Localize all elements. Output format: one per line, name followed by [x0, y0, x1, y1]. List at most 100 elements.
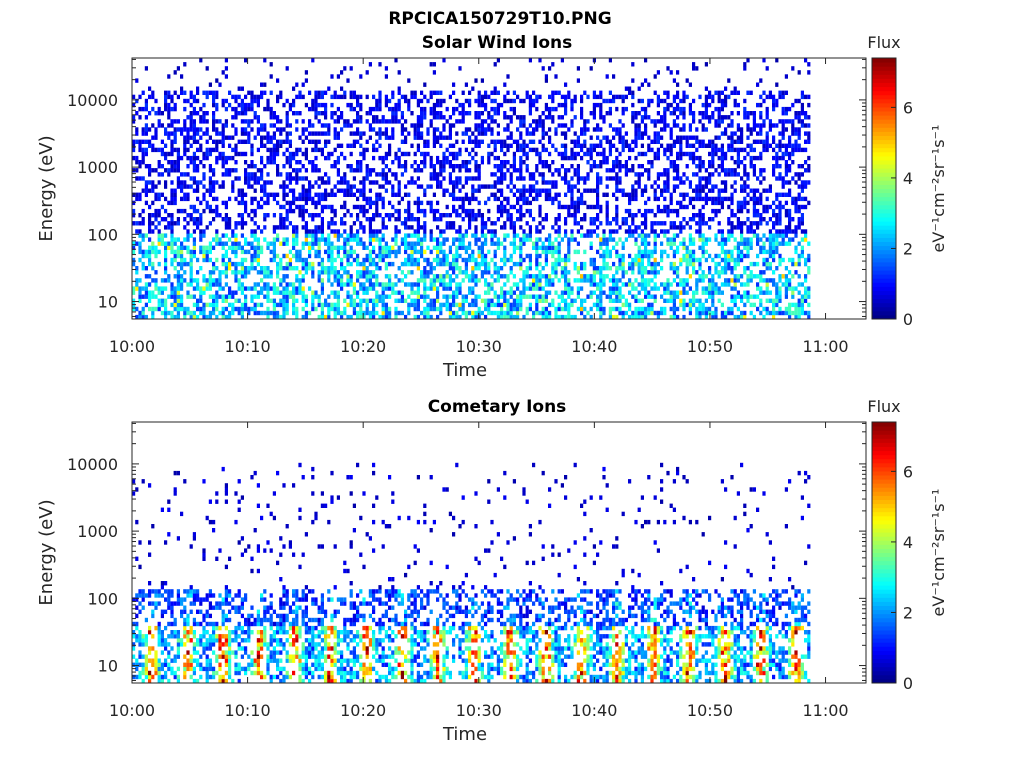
- heatmap-cell: [183, 261, 187, 267]
- heatmap-cell: [448, 180, 452, 185]
- heatmap-cell: [634, 111, 638, 116]
- heatmap-cell: [375, 274, 379, 279]
- heatmap-cell: [183, 139, 187, 144]
- heatmap-cell: [544, 310, 548, 316]
- heatmap-cell: [164, 314, 168, 320]
- heatmap-cell: [199, 147, 203, 153]
- heatmap-cell: [404, 164, 408, 169]
- heatmap-cell: [532, 172, 536, 177]
- heatmap-cell: [688, 253, 692, 259]
- heatmap-cell: [327, 221, 331, 226]
- heatmap-cell: [589, 278, 593, 283]
- heatmap-cell: [420, 98, 424, 104]
- heatmap-cell: [317, 111, 321, 116]
- heatmap-cell: [183, 225, 187, 230]
- heatmap-cell: [544, 290, 548, 295]
- heatmap-cell: [634, 253, 638, 259]
- heatmap-cell: [436, 180, 440, 185]
- heatmap-cell: [640, 213, 644, 218]
- heatmap-cell: [525, 310, 529, 316]
- heatmap-cell: [388, 278, 392, 283]
- heatmap-cell: [240, 192, 244, 197]
- heatmap-cell: [464, 274, 468, 279]
- heatmap-cell: [637, 233, 641, 238]
- heatmap-cell: [480, 131, 484, 136]
- heatmap-cell: [688, 302, 692, 308]
- heatmap-cell: [148, 94, 152, 100]
- heatmap-cell: [436, 286, 440, 291]
- heatmap-cell: [343, 241, 347, 246]
- heatmap-cell: [692, 290, 696, 295]
- heatmap-cell: [346, 294, 350, 299]
- heatmap-cell: [324, 139, 328, 144]
- heatmap-cell: [663, 151, 667, 157]
- heatmap-cell: [388, 98, 392, 104]
- heatmap-cell: [234, 237, 238, 242]
- heatmap-cell: [221, 102, 225, 108]
- heatmap-cell: [442, 282, 446, 287]
- heatmap-cell: [276, 314, 280, 320]
- heatmap-cell: [410, 302, 414, 308]
- heatmap-cell: [224, 168, 228, 173]
- heatmap-cell: [554, 131, 558, 136]
- heatmap-cell: [519, 217, 523, 222]
- heatmap-cell: [199, 143, 203, 148]
- heatmap-cell: [436, 127, 440, 132]
- heatmap-cell: [548, 314, 552, 320]
- heatmap-cell: [519, 249, 523, 255]
- heatmap-cell: [164, 184, 168, 189]
- heatmap-cell: [637, 225, 641, 230]
- heatmap-cell: [650, 225, 654, 230]
- heatmap-cell: [647, 147, 651, 153]
- heatmap-cell: [496, 278, 500, 283]
- heatmap-cell: [621, 188, 625, 193]
- heatmap-cell: [141, 306, 145, 312]
- heatmap-cell: [256, 168, 260, 173]
- heatmap-cell: [474, 274, 478, 279]
- heatmap-cell: [384, 266, 388, 271]
- heatmap-cell: [356, 253, 360, 259]
- heatmap-cell: [372, 180, 376, 185]
- heatmap-cell: [282, 127, 286, 132]
- heatmap-cell: [519, 253, 523, 259]
- heatmap-cell: [567, 213, 571, 218]
- heatmap-cell: [637, 257, 641, 263]
- heatmap-cell: [192, 94, 196, 100]
- heatmap-cell: [599, 143, 603, 148]
- heatmap-cell: [317, 261, 321, 267]
- heatmap-cell: [471, 290, 475, 295]
- heatmap-cell: [368, 168, 372, 173]
- heatmap-cell: [244, 102, 248, 108]
- heatmap-cell: [682, 306, 686, 312]
- heatmap-cell: [160, 217, 164, 222]
- heatmap-cell: [144, 147, 148, 153]
- heatmap-cell: [388, 135, 392, 140]
- heatmap-cell: [359, 119, 363, 124]
- heatmap-cell: [557, 102, 561, 108]
- heatmap-cell: [679, 204, 683, 210]
- heatmap-cell: [221, 286, 225, 291]
- heatmap-cell: [436, 160, 440, 165]
- heatmap-cell: [618, 253, 622, 259]
- heatmap-cell: [180, 298, 184, 303]
- heatmap-cell: [237, 310, 241, 316]
- heatmap-cell: [455, 208, 459, 214]
- heatmap-cell: [452, 310, 456, 316]
- heatmap-cell: [327, 257, 331, 263]
- heatmap-cell: [615, 155, 619, 161]
- heatmap-cell: [192, 245, 196, 250]
- heatmap-cell: [183, 180, 187, 185]
- heatmap-cell: [304, 208, 308, 214]
- heatmap-cell: [202, 172, 206, 177]
- heatmap-cell: [461, 200, 465, 206]
- heatmap-cell: [250, 94, 254, 100]
- heatmap-cell: [343, 298, 347, 303]
- heatmap-cell: [148, 282, 152, 287]
- heatmap-cell: [368, 249, 372, 255]
- heatmap-cell: [388, 143, 392, 148]
- heatmap-cell: [487, 290, 491, 295]
- heatmap-cell: [205, 151, 209, 157]
- heatmap-cell: [282, 196, 286, 202]
- heatmap-cell: [464, 257, 468, 263]
- heatmap-cell: [666, 237, 670, 242]
